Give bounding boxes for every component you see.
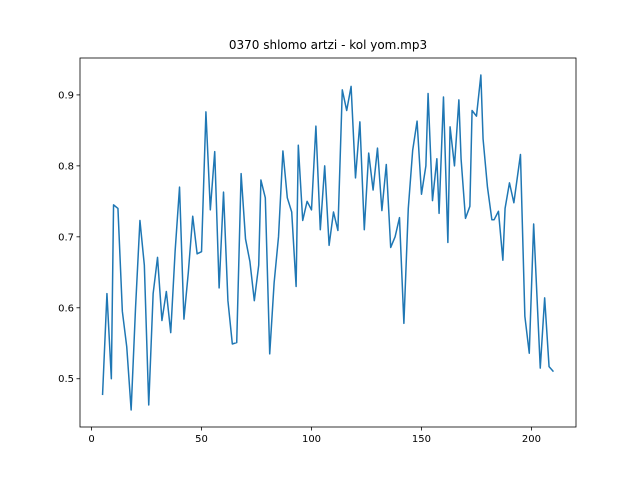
x-tick-label: 50 — [195, 434, 208, 445]
y-tick-label: 0.8 — [58, 161, 74, 172]
y-tick-label: 0.5 — [58, 374, 74, 385]
line — [101, 74, 555, 411]
x-tick-label: 100 — [302, 434, 321, 445]
plot-frame — [79, 57, 577, 428]
y-tick-label: 0.6 — [58, 303, 74, 314]
x-tick-label: 0 — [88, 434, 94, 445]
x-tick-label: 200 — [522, 434, 541, 445]
y-tick-label: 0.7 — [58, 232, 74, 243]
chart-title: 0370 shlomo artzi - kol yom.mp3 — [229, 38, 427, 52]
y-tick-label: 0.9 — [58, 90, 74, 101]
x-tick-label: 150 — [412, 434, 431, 445]
